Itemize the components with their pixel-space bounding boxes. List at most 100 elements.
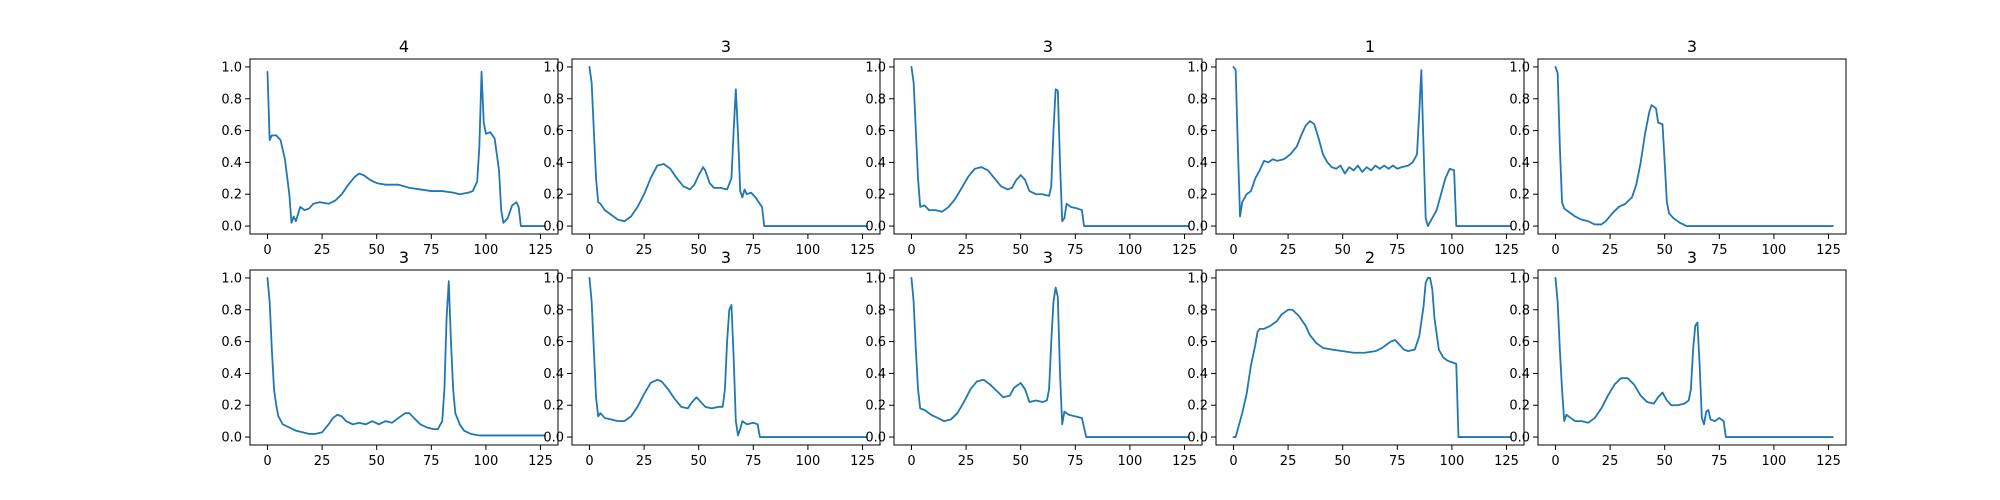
y-tick-label: 0.2 [865,399,886,414]
x-tick-label: 25 [1280,454,1297,469]
y-tick-label: 0.6 [543,124,564,139]
x-tick-label: 100 [796,243,821,258]
y-tick-label: 0.0 [543,431,564,446]
x-tick-label: 50 [1012,454,1029,469]
y-tick-label: 0.8 [221,303,242,318]
x-tick-label: 125 [1816,454,1841,469]
y-tick-label: 0.4 [865,156,886,171]
x-tick-label: 0 [585,454,593,469]
y-tick-label: 1.0 [865,60,886,75]
subplot-6: 3 0 25 50 75 100 125 0.0 0.2 0.4 0.6 0.8 1.0 [221,248,559,469]
y-tick-label: 0.8 [543,92,564,107]
plot-frame [1537,58,1847,235]
subplot-4: 1 0 25 50 75 100 125 0.0 0.2 0.4 0.6 0.8 1.0 [1187,37,1525,258]
x-tick-label: 0 [907,454,915,469]
y-tick-label: 1.0 [221,271,242,286]
plot-frame [893,58,1203,235]
y-tick-label: 0.6 [865,335,886,350]
y-tick-label: 1.0 [865,271,886,286]
y-tick-label: 0.8 [221,92,242,107]
subplot-2: 3 0 25 50 75 100 125 0.0 0.2 0.4 0.6 0.8 1.0 [543,37,881,258]
subplot-title: 1 [1365,37,1375,56]
y-tick-label: 0.8 [865,303,886,318]
x-tick-label: 0 [1229,454,1237,469]
x-tick-label: 75 [1711,454,1728,469]
x-tick-label: 75 [1389,243,1406,258]
x-tick-label: 50 [690,454,707,469]
x-tick-label: 0 [1551,454,1559,469]
x-tick-label: 125 [1494,454,1519,469]
series-line [266,70,546,227]
y-tick-label: 0.4 [221,156,242,171]
y-tick-label: 0.6 [1187,335,1208,350]
subplot-7: 3 0 25 50 75 100 125 0.0 0.2 0.4 0.6 0.8 1.0 [543,248,881,469]
y-tick-label: 0.0 [1509,431,1530,446]
x-tick-label: 75 [423,454,440,469]
y-tick-label: 0.2 [1187,188,1208,203]
y-tick-label: 0.6 [1187,124,1208,139]
subplot-9: 2 0 25 50 75 100 125 0.0 0.2 0.4 0.6 0.8 1.0 [1187,248,1525,469]
subplot-title: 4 [399,37,409,56]
x-tick-label: 50 [690,243,707,258]
y-tick-label: 0.4 [543,367,564,382]
x-tick-label: 25 [636,454,653,469]
plot-frame [571,269,881,446]
series-line [1232,277,1512,438]
series-line [588,66,868,227]
x-tick-label: 125 [528,454,553,469]
plot-frame [893,269,1203,446]
x-tick-label: 125 [528,243,553,258]
subplot-1: 4 0 25 50 75 100 125 0.0 0.2 0.4 0.6 0.8 1.0 [221,37,559,258]
x-tick-label: 100 [474,243,499,258]
series-line [1554,66,1834,227]
x-tick-label: 50 [1656,243,1673,258]
y-tick-label: 0.0 [1187,431,1208,446]
series-line [1232,66,1512,227]
x-tick-label: 125 [1172,454,1197,469]
x-tick-label: 100 [796,454,821,469]
subplot-title: 3 [1687,37,1697,56]
series-line [1554,277,1834,438]
series-line [588,277,868,438]
plot-frame [1537,269,1847,446]
plot-frame [249,269,559,446]
x-tick-label: 75 [745,243,762,258]
y-tick-label: 0.0 [865,220,886,235]
y-tick-label: 1.0 [1187,271,1208,286]
y-tick-label: 0.8 [1187,303,1208,318]
y-tick-label: 0.4 [1187,156,1208,171]
plot-frame [571,58,881,235]
x-tick-label: 75 [1711,243,1728,258]
y-tick-label: 0.6 [221,124,242,139]
x-tick-label: 25 [1602,243,1619,258]
y-tick-label: 0.8 [1509,303,1530,318]
x-tick-label: 50 [1334,243,1351,258]
y-tick-label: 1.0 [543,60,564,75]
subplot-10: 3 0 25 50 75 100 125 0.0 0.2 0.4 0.6 0.8 1.0 [1509,248,1847,469]
subplot-title: 3 [399,248,409,267]
series-line [910,66,1190,227]
plot-frame [1215,269,1525,446]
subplot-3: 3 0 25 50 75 100 125 0.0 0.2 0.4 0.6 0.8 1.0 [865,37,1203,258]
x-tick-label: 0 [1551,243,1559,258]
x-tick-label: 75 [1067,454,1084,469]
y-tick-label: 0.6 [1509,124,1530,139]
y-tick-label: 0.8 [865,92,886,107]
y-tick-label: 0.6 [543,335,564,350]
x-tick-label: 100 [1118,454,1143,469]
y-tick-label: 0.6 [221,335,242,350]
y-tick-label: 1.0 [1509,60,1530,75]
y-tick-label: 1.0 [543,271,564,286]
y-tick-label: 0.4 [1187,367,1208,382]
x-tick-label: 0 [907,243,915,258]
subplot-title: 3 [1687,248,1697,267]
y-tick-label: 0.2 [865,188,886,203]
y-tick-label: 1.0 [1509,271,1530,286]
x-tick-label: 100 [1440,454,1465,469]
x-tick-label: 100 [1440,243,1465,258]
x-tick-label: 25 [958,454,975,469]
subplot-5: 3 0 25 50 75 100 125 0.0 0.2 0.4 0.6 0.8 1.0 [1509,37,1847,258]
y-tick-label: 0.4 [543,156,564,171]
y-tick-label: 0.8 [1187,92,1208,107]
